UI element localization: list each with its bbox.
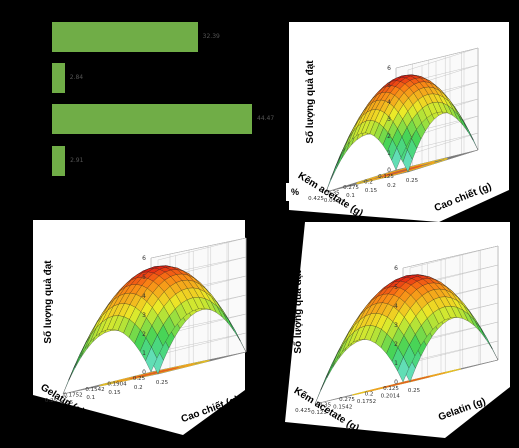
z-tick-label: 0: [394, 379, 398, 386]
x-tick-label: 0.1752: [63, 393, 82, 399]
surface-plot-zinc-gelatin: 0 1 2 3 4 5 6 0.125 0.2 0.275 0.35 0.425 0.125 0.1542…: [285, 222, 515, 438]
y-tick-label: 0.15: [108, 390, 121, 396]
x-tick-label: 0.35: [319, 403, 332, 409]
surface-mesh: [314, 274, 499, 405]
z-tick-label: 4: [394, 303, 398, 310]
x-tick-label: 0.275: [339, 397, 355, 403]
bar: [52, 63, 65, 93]
y-tick-label: 0.25: [406, 178, 419, 184]
y-tick-label: 0.2014: [381, 394, 401, 400]
z-axis-label: Số lượng quả đạt: [304, 60, 316, 144]
y-tick-label: 0.05: [324, 198, 337, 204]
x-tick-label: 0.425: [295, 408, 311, 414]
floor-contour: [369, 161, 435, 181]
z-tick-label: 6: [387, 65, 391, 72]
z-tick-label: 0: [142, 369, 146, 376]
bar-data-label: 44.47: [257, 115, 275, 122]
y-tick-label: 0.2: [387, 183, 396, 189]
z-tick-label: 2: [387, 133, 391, 140]
surface-plot-zinc-extract: 0 1 2 3 4 5 6 0.125 0.2 0.275 0.35 0.425 0.05 0.1 0.15…: [289, 22, 509, 222]
z-tick-label: 5: [142, 274, 146, 281]
bar-data-label: 2.84: [69, 74, 84, 81]
z-tick-label: 3: [394, 322, 398, 329]
z-tick-label: 2: [142, 331, 146, 338]
bar: [52, 104, 252, 134]
bar-data-label: 32.39: [202, 33, 220, 40]
wall-grid-line: [157, 237, 247, 261]
x-tick-label: 0.1904: [107, 382, 127, 388]
x-tick-label: 0.125: [383, 386, 399, 392]
x-tick-label: 0.425: [308, 196, 324, 202]
y-tick-label: 0.05: [61, 400, 74, 406]
bar-chart: 32.39 2.84 44.47 2.91: [0, 0, 290, 190]
floor-contour: [129, 367, 180, 379]
surface-plot-gelatin-extract: 0 1 2 3 4 5 6 0.25 0.1904 0.1542 0.1752 0.25 0.05 0.1…: [33, 220, 263, 435]
y-tick-label: 0.25: [156, 380, 169, 386]
wall-grid-line: [150, 237, 247, 259]
x-tick-label: 0.2: [364, 180, 373, 186]
y-tick-label: 0.25: [408, 388, 421, 394]
wall-grid-line: [157, 332, 247, 356]
surface-cell: [145, 346, 158, 373]
x-tick-label: 0.1542: [85, 387, 104, 393]
surface-mesh: [62, 265, 247, 395]
z-tick-label: 5: [394, 284, 398, 291]
z-tick-label: 3: [387, 116, 391, 123]
z-tick-label: 1: [394, 360, 398, 367]
z-axis-label: Số lượng quả đạt: [292, 270, 304, 354]
wall-grid-line: [409, 245, 499, 269]
y-tick-label: 0.2: [134, 385, 143, 391]
bar: [52, 22, 198, 52]
z-tick-label: 0: [387, 167, 391, 174]
surface-cell: [391, 147, 402, 171]
x-tick-label: 0.125: [378, 174, 394, 180]
z-tick-label: 3: [142, 312, 146, 319]
wall-grid-line: [409, 340, 499, 364]
x-tick-label: 0.2: [365, 392, 374, 398]
wall-grid-line: [402, 245, 499, 269]
z-tick-label: 2: [394, 341, 398, 348]
z-tick-label: 5: [387, 82, 391, 89]
wall-grid-line: [407, 47, 479, 71]
surface-mesh: [325, 74, 479, 193]
floor-contour: [383, 375, 430, 389]
bar-data-label: 2.91: [70, 157, 84, 164]
z-tick-label: 6: [394, 265, 398, 272]
z-tick-label: 1: [142, 350, 146, 357]
x-tick-label: 0.25: [45, 398, 58, 404]
surface-cell: [397, 356, 410, 383]
z-tick-label: 6: [142, 255, 146, 262]
z-tick-label: 4: [142, 293, 146, 300]
wall-grid-line: [395, 47, 479, 69]
z-tick-label: 4: [387, 99, 391, 106]
y-tick-label: 0.1752: [357, 399, 376, 405]
y-tick-label: 0.1: [86, 395, 95, 401]
z-axis-label: Số lượng quả đạt: [42, 260, 54, 344]
y-tick-label: 0.1: [346, 193, 355, 199]
x-tick-label: 0.25: [133, 376, 146, 382]
y-tick-label: 0.125: [311, 410, 327, 416]
y-tick-label: 0.1542: [333, 405, 352, 411]
bar: [52, 146, 66, 176]
floor-contour: [356, 158, 448, 184]
y-tick-label: 0.15: [365, 188, 378, 194]
percent-label: %: [286, 183, 304, 201]
z-tick-label: 1: [387, 150, 391, 157]
wall-grid-line: [407, 132, 479, 156]
x-tick-label: 0.275: [343, 185, 359, 191]
x-tick-label: 0.35: [327, 191, 340, 197]
